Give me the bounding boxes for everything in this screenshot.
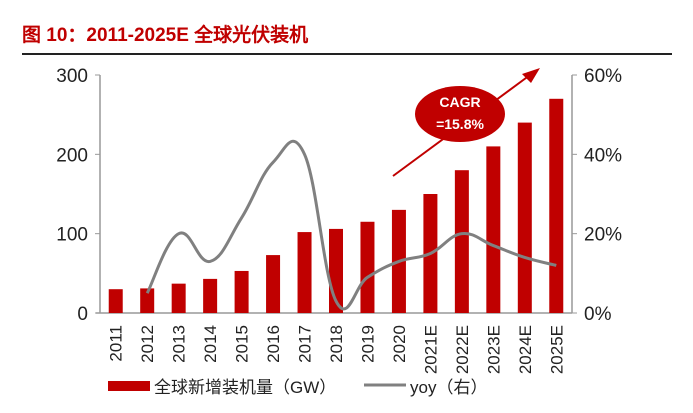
cagr-value: =15.8% xyxy=(436,116,484,132)
x-tick-label: 2013 xyxy=(170,325,189,363)
x-tick-label: 2024E xyxy=(516,325,535,374)
left-tick-label: 0 xyxy=(77,304,88,325)
bar-2019 xyxy=(360,221,375,313)
bar-2017 xyxy=(297,232,312,313)
x-tick-label: 2022E xyxy=(453,325,472,374)
arrow-head-icon xyxy=(522,68,540,83)
bar-2014 xyxy=(203,278,218,313)
x-tick-label: 2017 xyxy=(296,325,315,363)
cagr-label: CAGR xyxy=(439,94,480,110)
left-tick-label: 200 xyxy=(56,145,88,166)
right-tick-label: 20% xyxy=(584,225,622,246)
x-tick-label: 2012 xyxy=(138,325,157,363)
legend-line-label: yoy（右） xyxy=(410,378,487,397)
right-tick-label: 60% xyxy=(584,66,622,87)
x-tick-label: 2021E xyxy=(421,325,440,374)
x-tick-label: 2015 xyxy=(233,325,252,363)
left-tick-label: 100 xyxy=(56,225,88,246)
title-divider xyxy=(22,53,672,55)
x-tick-label: 2019 xyxy=(358,325,377,363)
legend-bar-swatch xyxy=(108,381,150,391)
x-tick-label: 2014 xyxy=(201,325,220,363)
x-tick-label: 2011 xyxy=(107,325,126,362)
legend-bar-label: 全球新增装机量（GW） xyxy=(154,378,336,397)
right-tick-label: 0% xyxy=(584,304,612,325)
x-tick-label: 2016 xyxy=(264,325,283,363)
bar-2023E xyxy=(486,146,501,313)
left-tick-label: 300 xyxy=(56,66,88,87)
bar-2012 xyxy=(140,288,155,313)
bar-2013 xyxy=(171,283,186,313)
chart-title: 图 10：2011-2025E 全球光伏装机 xyxy=(22,25,309,46)
bar-2011 xyxy=(108,289,123,313)
bar-2024E xyxy=(517,122,532,313)
bar-2016 xyxy=(266,255,281,313)
bar-2025E xyxy=(549,98,564,313)
x-tick-label: 2020 xyxy=(390,325,409,363)
right-tick-label: 40% xyxy=(584,145,622,166)
bar-2022E xyxy=(454,170,469,313)
cagr-bubble xyxy=(415,86,505,142)
x-tick-label: 2025E xyxy=(547,325,566,374)
x-tick-label: 2018 xyxy=(327,325,346,363)
x-tick-label: 2023E xyxy=(484,325,503,374)
yoy-line xyxy=(145,139,557,311)
bar-2015 xyxy=(234,270,249,313)
